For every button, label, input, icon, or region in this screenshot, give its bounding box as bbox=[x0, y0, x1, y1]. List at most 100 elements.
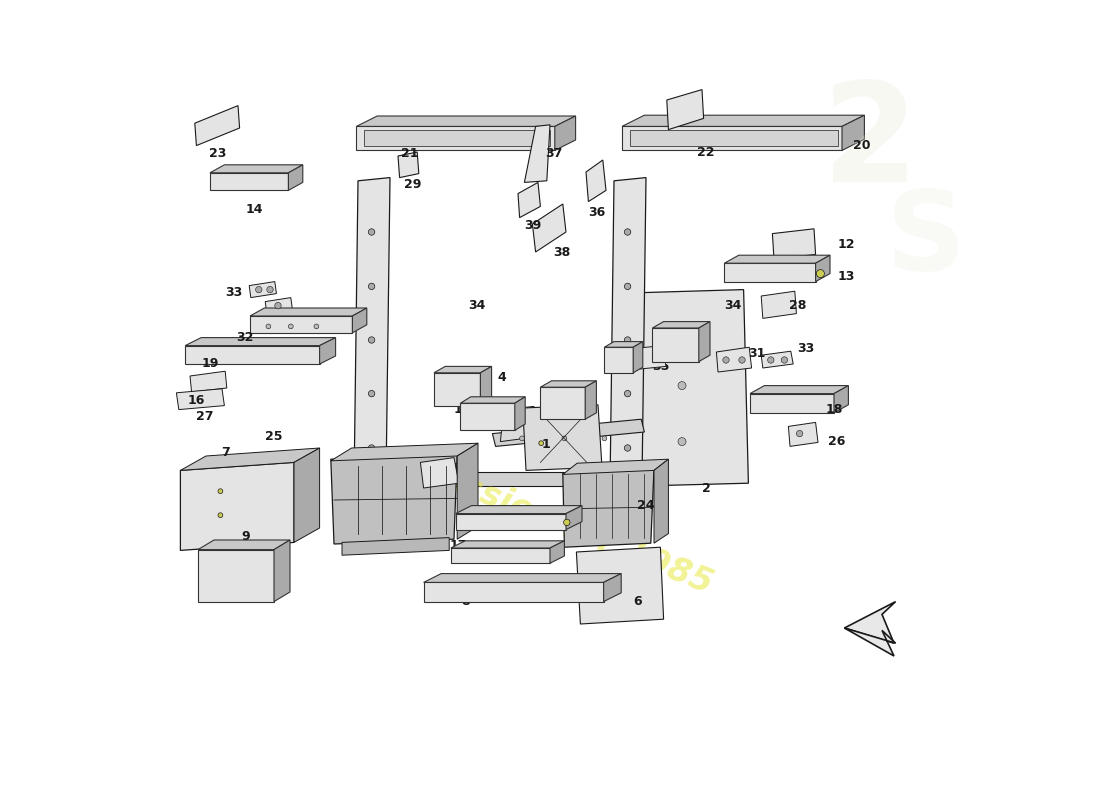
Polygon shape bbox=[621, 115, 865, 126]
Circle shape bbox=[723, 357, 729, 363]
Polygon shape bbox=[550, 541, 564, 563]
Polygon shape bbox=[563, 459, 669, 474]
Polygon shape bbox=[532, 204, 566, 252]
Polygon shape bbox=[630, 346, 666, 370]
Polygon shape bbox=[610, 178, 646, 486]
Circle shape bbox=[678, 382, 686, 390]
Text: S: S bbox=[886, 186, 966, 294]
Circle shape bbox=[781, 357, 788, 363]
Polygon shape bbox=[198, 540, 290, 550]
Circle shape bbox=[562, 436, 566, 441]
Text: 27: 27 bbox=[196, 410, 213, 422]
Polygon shape bbox=[185, 338, 336, 346]
Text: 16: 16 bbox=[188, 394, 205, 406]
Polygon shape bbox=[250, 282, 276, 298]
Text: 22: 22 bbox=[697, 146, 715, 158]
Polygon shape bbox=[434, 373, 481, 406]
Polygon shape bbox=[458, 443, 478, 539]
Polygon shape bbox=[198, 550, 274, 602]
Text: a passion for 1985: a passion for 1985 bbox=[383, 439, 717, 601]
Text: 5: 5 bbox=[673, 350, 682, 362]
Text: 15: 15 bbox=[617, 355, 635, 368]
Text: 33: 33 bbox=[226, 286, 243, 298]
Polygon shape bbox=[180, 448, 320, 470]
Polygon shape bbox=[500, 406, 534, 442]
Polygon shape bbox=[525, 125, 550, 182]
Polygon shape bbox=[540, 387, 585, 419]
Polygon shape bbox=[621, 126, 842, 150]
Polygon shape bbox=[585, 381, 596, 419]
Text: 1: 1 bbox=[541, 438, 550, 450]
Polygon shape bbox=[750, 386, 848, 394]
Circle shape bbox=[678, 438, 686, 446]
Polygon shape bbox=[522, 405, 602, 470]
Polygon shape bbox=[626, 290, 748, 486]
Circle shape bbox=[288, 324, 294, 329]
Polygon shape bbox=[515, 397, 525, 430]
Polygon shape bbox=[180, 462, 294, 550]
Polygon shape bbox=[566, 506, 582, 530]
Text: 32: 32 bbox=[235, 331, 253, 344]
Circle shape bbox=[368, 337, 375, 343]
Text: 9: 9 bbox=[242, 530, 251, 542]
Polygon shape bbox=[604, 342, 642, 347]
Circle shape bbox=[218, 489, 223, 494]
Polygon shape bbox=[398, 152, 419, 178]
Polygon shape bbox=[576, 547, 663, 624]
Polygon shape bbox=[210, 173, 288, 190]
Text: 25: 25 bbox=[265, 430, 283, 442]
Text: 2: 2 bbox=[822, 77, 918, 211]
Polygon shape bbox=[461, 397, 525, 403]
Polygon shape bbox=[518, 182, 540, 218]
Circle shape bbox=[625, 229, 630, 235]
Text: 17: 17 bbox=[449, 539, 466, 552]
Polygon shape bbox=[364, 130, 550, 146]
Text: 38: 38 bbox=[553, 246, 571, 258]
Circle shape bbox=[255, 286, 262, 293]
Text: 20: 20 bbox=[854, 139, 871, 152]
Polygon shape bbox=[461, 403, 515, 430]
Polygon shape bbox=[815, 255, 830, 282]
Polygon shape bbox=[750, 394, 834, 413]
Polygon shape bbox=[654, 459, 669, 543]
Polygon shape bbox=[725, 255, 830, 263]
Text: 26: 26 bbox=[827, 435, 845, 448]
Text: 37: 37 bbox=[546, 147, 563, 160]
Polygon shape bbox=[630, 130, 838, 146]
Polygon shape bbox=[725, 263, 815, 282]
Polygon shape bbox=[274, 540, 290, 602]
Text: 34: 34 bbox=[468, 299, 485, 312]
Polygon shape bbox=[845, 602, 895, 643]
Polygon shape bbox=[294, 448, 320, 542]
Circle shape bbox=[266, 324, 271, 329]
Text: 2: 2 bbox=[702, 482, 711, 494]
Polygon shape bbox=[604, 574, 622, 602]
Polygon shape bbox=[563, 469, 654, 547]
Circle shape bbox=[816, 270, 824, 278]
Text: 28: 28 bbox=[790, 299, 806, 312]
Text: 34: 34 bbox=[724, 299, 741, 312]
Polygon shape bbox=[845, 628, 895, 656]
Text: 5: 5 bbox=[453, 390, 462, 402]
Polygon shape bbox=[698, 322, 710, 362]
Text: 10: 10 bbox=[497, 419, 515, 432]
Text: 13: 13 bbox=[837, 270, 855, 282]
Polygon shape bbox=[652, 322, 710, 328]
Polygon shape bbox=[604, 347, 634, 373]
Polygon shape bbox=[250, 308, 366, 316]
Polygon shape bbox=[354, 178, 390, 486]
Text: 11: 11 bbox=[453, 403, 471, 416]
Polygon shape bbox=[634, 342, 642, 373]
Circle shape bbox=[368, 283, 375, 290]
Polygon shape bbox=[331, 454, 458, 544]
Text: 12: 12 bbox=[837, 238, 855, 250]
Text: 23: 23 bbox=[209, 147, 227, 160]
Polygon shape bbox=[481, 366, 492, 406]
Text: 8: 8 bbox=[462, 595, 471, 608]
Polygon shape bbox=[195, 106, 240, 146]
Circle shape bbox=[796, 430, 803, 437]
Text: 39: 39 bbox=[524, 219, 541, 232]
Text: 33: 33 bbox=[798, 342, 815, 354]
Circle shape bbox=[368, 390, 375, 397]
Polygon shape bbox=[424, 574, 622, 582]
